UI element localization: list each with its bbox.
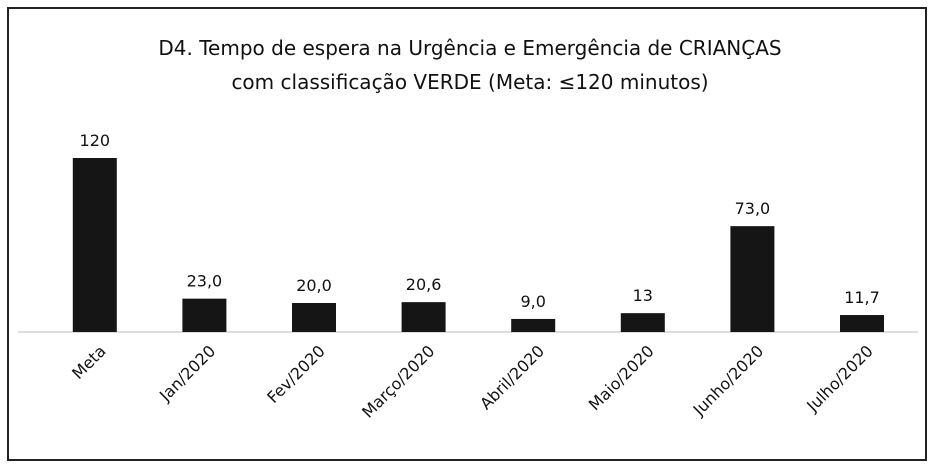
bar xyxy=(72,158,117,332)
bar xyxy=(511,318,556,332)
bar xyxy=(292,303,336,332)
value-label: 13 xyxy=(633,286,653,305)
chart-title: D4. Tempo de espera na Urgência e Emergê… xyxy=(158,36,781,60)
value-label: 11,7 xyxy=(844,288,880,307)
bar xyxy=(730,226,775,332)
value-label: 20,0 xyxy=(296,276,332,295)
bar xyxy=(401,302,446,332)
bar xyxy=(182,298,227,332)
bar xyxy=(620,313,665,332)
value-label: 9,0 xyxy=(520,292,545,311)
bar xyxy=(840,315,884,332)
value-label: 120 xyxy=(80,131,111,150)
value-label: 20,6 xyxy=(406,275,442,294)
chart-title: com classificação VERDE (Meta: ≤120 minu… xyxy=(231,70,708,94)
value-label: 23,0 xyxy=(187,272,223,291)
value-label: 73,0 xyxy=(735,199,771,218)
